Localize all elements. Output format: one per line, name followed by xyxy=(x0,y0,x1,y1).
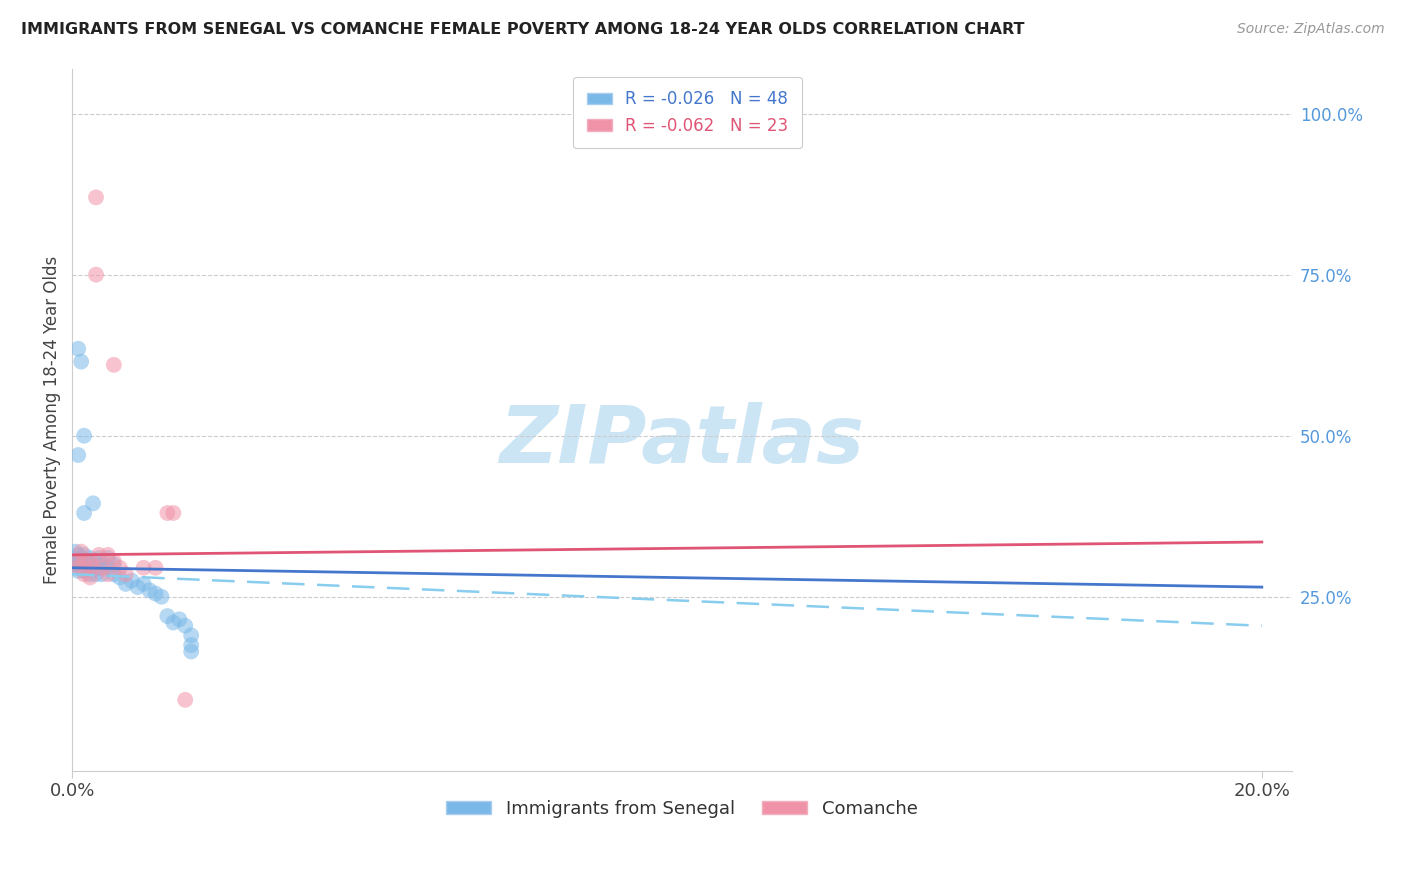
Point xyxy=(132,577,155,591)
Point xyxy=(91,558,114,572)
Point xyxy=(103,554,125,568)
Point xyxy=(79,570,101,584)
Point xyxy=(87,548,110,562)
Point xyxy=(156,609,179,624)
Point xyxy=(87,551,110,566)
Point xyxy=(84,190,107,204)
Point xyxy=(70,551,93,566)
Point xyxy=(132,561,155,575)
Point xyxy=(108,570,131,584)
Point xyxy=(180,638,202,652)
Point xyxy=(70,354,93,368)
Point xyxy=(73,567,96,582)
Point xyxy=(79,554,101,568)
Point xyxy=(73,558,96,572)
Point xyxy=(67,564,90,578)
Point xyxy=(79,551,101,566)
Point xyxy=(73,428,96,442)
Point xyxy=(108,561,131,575)
Point xyxy=(97,551,120,566)
Point xyxy=(73,506,96,520)
Point xyxy=(103,358,125,372)
Text: ZIPatlas: ZIPatlas xyxy=(499,401,865,480)
Point xyxy=(67,554,90,568)
Point xyxy=(169,612,191,626)
Point xyxy=(103,558,125,572)
Point xyxy=(84,554,107,568)
Point xyxy=(150,590,173,604)
Point xyxy=(67,342,90,356)
Point xyxy=(73,548,96,562)
Point xyxy=(180,644,202,658)
Point xyxy=(76,554,98,568)
Point xyxy=(87,561,110,575)
Point xyxy=(121,574,143,588)
Point xyxy=(67,561,90,575)
Point xyxy=(63,544,86,558)
Point xyxy=(84,567,107,582)
Point xyxy=(73,564,96,578)
Point xyxy=(70,561,93,575)
Point xyxy=(114,567,136,582)
Point xyxy=(162,506,184,520)
Point xyxy=(91,561,114,575)
Point xyxy=(82,496,104,510)
Legend: Immigrants from Senegal, Comanche: Immigrants from Senegal, Comanche xyxy=(439,792,925,825)
Point xyxy=(91,567,114,582)
Point xyxy=(145,586,167,600)
Point xyxy=(76,561,98,575)
Point xyxy=(73,554,96,568)
Point xyxy=(70,544,93,558)
Point xyxy=(180,628,202,642)
Point xyxy=(162,615,184,630)
Point xyxy=(79,567,101,582)
Point xyxy=(103,567,125,582)
Point xyxy=(67,548,90,562)
Point xyxy=(114,577,136,591)
Point xyxy=(174,693,197,707)
Point xyxy=(82,561,104,575)
Point xyxy=(97,561,120,575)
Y-axis label: Female Poverty Among 18-24 Year Olds: Female Poverty Among 18-24 Year Olds xyxy=(44,255,60,583)
Point xyxy=(63,558,86,572)
Point xyxy=(97,548,120,562)
Text: IMMIGRANTS FROM SENEGAL VS COMANCHE FEMALE POVERTY AMONG 18-24 YEAR OLDS CORRELA: IMMIGRANTS FROM SENEGAL VS COMANCHE FEMA… xyxy=(21,22,1025,37)
Point xyxy=(174,619,197,633)
Point xyxy=(79,561,101,575)
Point xyxy=(66,554,89,568)
Point xyxy=(63,551,86,566)
Point xyxy=(67,448,90,462)
Point xyxy=(156,506,179,520)
Point xyxy=(127,580,149,594)
Point xyxy=(138,583,160,598)
Point xyxy=(145,561,167,575)
Text: Source: ZipAtlas.com: Source: ZipAtlas.com xyxy=(1237,22,1385,37)
Point xyxy=(97,567,120,582)
Point xyxy=(67,558,90,572)
Point xyxy=(84,268,107,282)
